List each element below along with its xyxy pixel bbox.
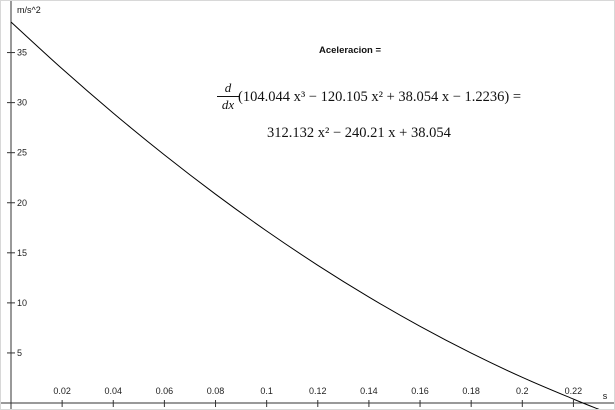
- y-tick-label: 20: [17, 198, 27, 208]
- x-ticks: 0.02 0.04 0.06 0.08 0.1 0.12 0.14 0.16 0.18 0.2 0.…: [53, 386, 582, 407]
- x-tick-label: 0.12: [309, 386, 327, 396]
- series-line: [10, 21, 600, 409]
- equation-line-1: (104.044 x³ − 120.105 x² + 38.054 x − 1.…: [238, 89, 522, 105]
- y-tick-label: 25: [17, 148, 27, 158]
- derivative-denominator: dx: [221, 97, 235, 112]
- y-tick-label: 15: [17, 248, 27, 258]
- x-tick-label: 0.22: [565, 386, 583, 396]
- derivative-operator: d dx: [217, 81, 239, 112]
- series-layer: [10, 21, 600, 409]
- fraction-bar: [217, 96, 239, 97]
- x-tick-label: 0.08: [207, 386, 225, 396]
- y-ticks: 5 10 15 20 25 30 35: [7, 48, 27, 358]
- x-tick-label: 0.02: [53, 386, 71, 396]
- y-tick-label: 30: [17, 98, 27, 108]
- y-tick-label: 10: [17, 298, 27, 308]
- equation-line-2: 312.132 x² − 240.21 x + 38.054: [267, 125, 451, 141]
- y-axis-label: m/s^2: [17, 5, 41, 15]
- x-tick-label: 0.14: [360, 386, 378, 396]
- x-tick-label: 0.1: [260, 386, 273, 396]
- x-tick-label: 0.04: [104, 386, 122, 396]
- derivative-numerator: d: [224, 80, 232, 95]
- y-tick-label: 35: [17, 48, 27, 58]
- x-axis-label: s: [603, 391, 608, 401]
- chart-title: Aceleracion =: [319, 45, 382, 56]
- x-tick-label: 0.18: [462, 386, 480, 396]
- y-tick-label: 5: [17, 348, 22, 358]
- x-tick-label: 0.2: [516, 386, 529, 396]
- x-tick-label: 0.06: [156, 386, 174, 396]
- x-tick-label: 0.16: [411, 386, 429, 396]
